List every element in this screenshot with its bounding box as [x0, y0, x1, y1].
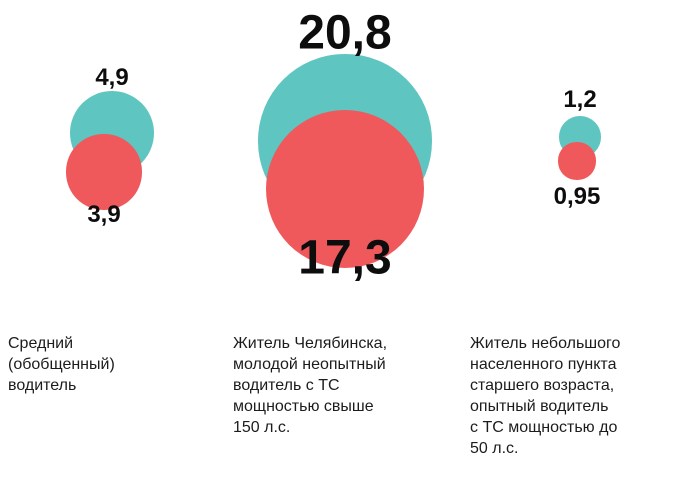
- group-caption-line: с ТС мощностью до: [470, 419, 618, 436]
- bottom-value-label: 3,9: [87, 201, 121, 228]
- top-value-label: 20,8: [298, 6, 392, 60]
- group-caption-line: водитель: [8, 377, 77, 394]
- bottom-value-bubble: [265, 109, 425, 269]
- top-value-label: 1,2: [563, 86, 597, 113]
- group-caption-line: (обобщенный): [8, 356, 115, 373]
- group-caption-line: 150 л.с.: [233, 419, 291, 436]
- group-caption-line: опытный водитель: [470, 398, 609, 415]
- group-caption-line: молодой неопытный: [233, 356, 386, 373]
- group-caption: Средний (обобщенный) водитель: [8, 333, 115, 396]
- bottom-value-bubble: [66, 134, 142, 210]
- top-value-label: 4,9: [95, 64, 129, 91]
- group-caption-line: Житель Челябинска,: [233, 335, 388, 352]
- group-caption-line: населенного пункта: [470, 356, 617, 373]
- group-caption-line: 50 л.с.: [470, 440, 519, 457]
- group-caption-line: старшего возраста,: [470, 377, 615, 394]
- bottom-value-label: 0,95: [553, 183, 601, 210]
- bottom-value-label: 17,3: [298, 231, 392, 285]
- group-caption: Житель небольшого населенного пункта старш…: [470, 333, 620, 459]
- group-caption-line: мощностью свыше: [233, 398, 374, 415]
- group-caption-line: Средний: [8, 335, 74, 352]
- group-caption-line: водитель с ТС: [233, 377, 340, 394]
- group-caption-line: Житель небольшого: [470, 335, 621, 352]
- group-caption: Житель Челябинска, молодой неопытный водит…: [233, 333, 387, 438]
- bottom-value-bubble: [558, 142, 596, 180]
